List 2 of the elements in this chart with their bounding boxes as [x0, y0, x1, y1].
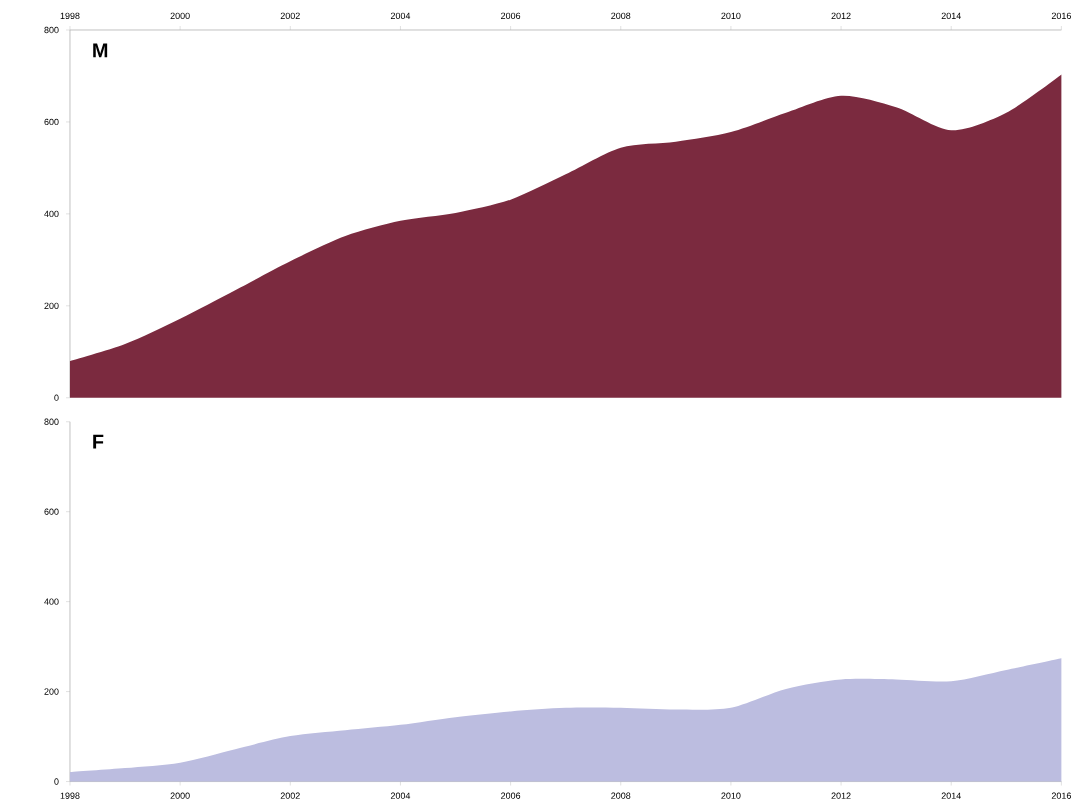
text: F — [93, 435, 104, 449]
text: M — [93, 43, 108, 58]
